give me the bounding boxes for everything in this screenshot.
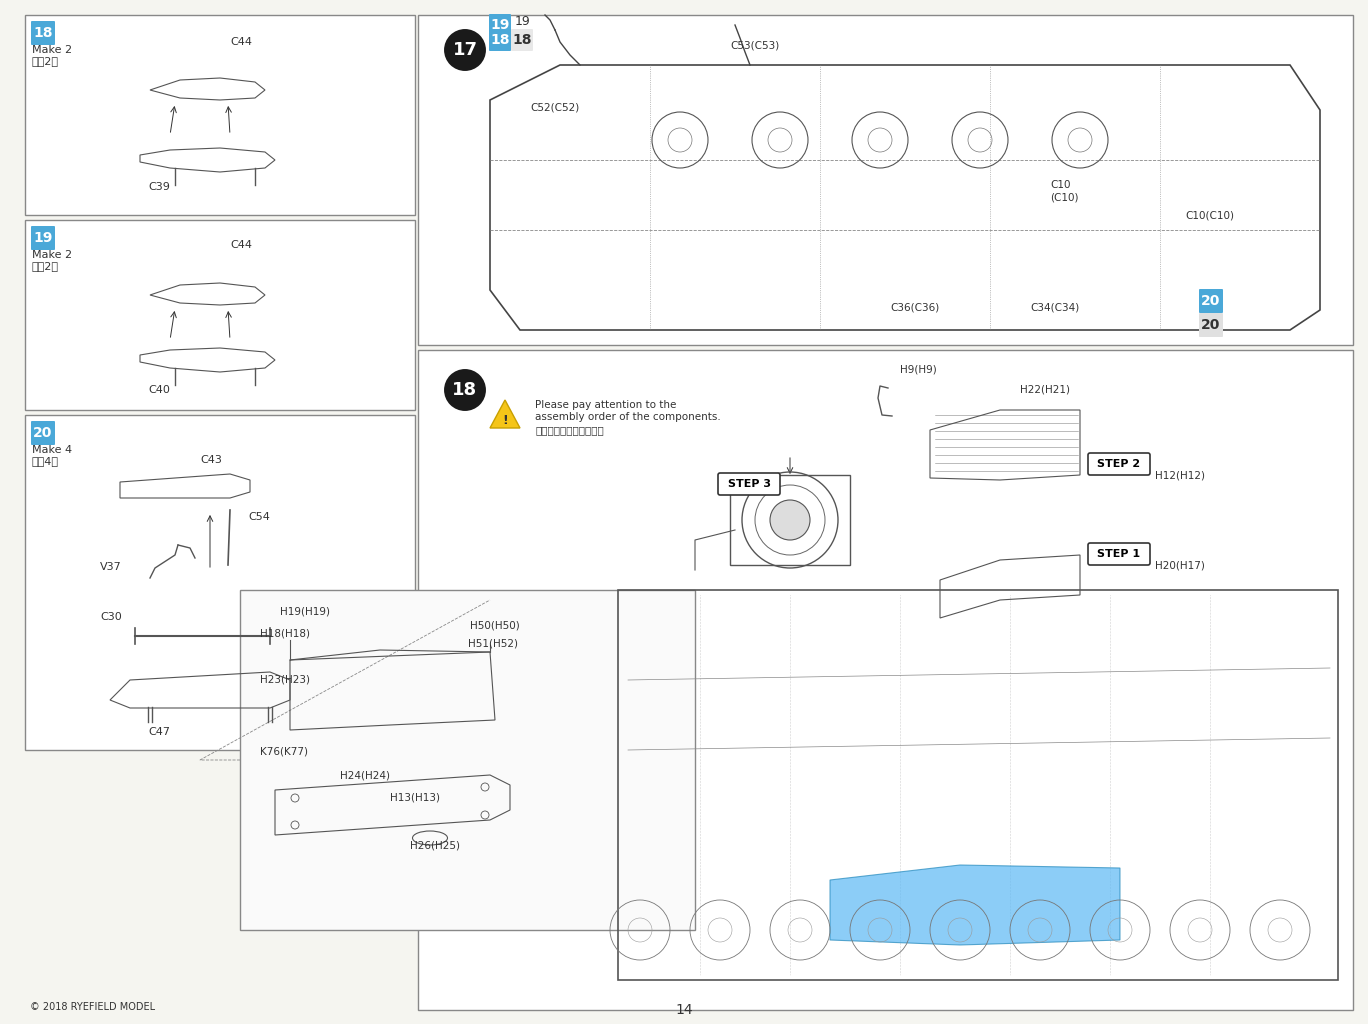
FancyBboxPatch shape xyxy=(1198,289,1223,313)
Text: C54: C54 xyxy=(248,512,269,522)
Bar xyxy=(419,15,1353,345)
Text: 20: 20 xyxy=(33,426,53,440)
Polygon shape xyxy=(490,400,520,428)
Text: STEP 2: STEP 2 xyxy=(1097,459,1141,469)
Text: 17: 17 xyxy=(453,41,477,59)
Text: 19: 19 xyxy=(33,231,53,245)
Text: C44: C44 xyxy=(230,37,252,47)
Circle shape xyxy=(770,500,810,540)
Text: H22(H21): H22(H21) xyxy=(1021,384,1070,394)
Text: C43: C43 xyxy=(200,455,222,465)
Text: C10(C10): C10(C10) xyxy=(1185,210,1234,220)
FancyBboxPatch shape xyxy=(512,29,534,51)
Text: 18: 18 xyxy=(33,26,53,40)
Text: V37: V37 xyxy=(100,562,122,572)
Text: 20: 20 xyxy=(1201,318,1220,332)
Text: H19(H19): H19(H19) xyxy=(280,607,330,617)
FancyBboxPatch shape xyxy=(1088,453,1150,475)
Circle shape xyxy=(443,28,487,72)
Text: 制作2组: 制作2组 xyxy=(31,56,59,66)
Bar xyxy=(25,415,415,750)
Text: 18: 18 xyxy=(512,33,532,47)
Text: H13(H13): H13(H13) xyxy=(390,792,440,802)
Text: C30: C30 xyxy=(100,612,122,622)
Text: 18: 18 xyxy=(453,381,477,399)
Text: !: ! xyxy=(502,414,508,427)
Text: C44: C44 xyxy=(230,240,252,250)
Bar xyxy=(419,350,1353,1010)
Text: C10
(C10): C10 (C10) xyxy=(1051,180,1078,202)
Text: C53(C53): C53(C53) xyxy=(731,40,780,50)
Text: 14: 14 xyxy=(676,1002,692,1017)
FancyBboxPatch shape xyxy=(31,226,55,250)
Text: H26(H25): H26(H25) xyxy=(410,840,460,850)
Bar xyxy=(618,590,1338,980)
Bar xyxy=(25,15,415,215)
Text: 请注意组件的装配顺序。: 请注意组件的装配顺序。 xyxy=(535,425,603,435)
Text: H18(H18): H18(H18) xyxy=(260,629,311,639)
FancyBboxPatch shape xyxy=(31,22,55,45)
Text: Make 4: Make 4 xyxy=(31,445,73,455)
Circle shape xyxy=(443,368,487,412)
FancyBboxPatch shape xyxy=(718,473,780,495)
Text: K76(K77): K76(K77) xyxy=(260,746,308,757)
Text: C40: C40 xyxy=(148,385,170,395)
Text: STEP 3: STEP 3 xyxy=(728,479,770,489)
Text: H51(H52): H51(H52) xyxy=(468,639,518,649)
Text: © 2018 RYEFIELD MODEL: © 2018 RYEFIELD MODEL xyxy=(30,1002,155,1012)
Text: Make 2: Make 2 xyxy=(31,45,73,55)
Text: C47: C47 xyxy=(148,727,170,737)
Bar xyxy=(25,220,415,410)
Text: H20(H17): H20(H17) xyxy=(1155,560,1205,570)
Text: C39: C39 xyxy=(148,182,170,193)
Text: assembly order of the components.: assembly order of the components. xyxy=(535,412,721,422)
Text: 19: 19 xyxy=(490,18,510,32)
FancyBboxPatch shape xyxy=(31,421,55,445)
Text: 20: 20 xyxy=(1201,294,1220,308)
Text: 制作2组: 制作2组 xyxy=(31,261,59,271)
Text: C36(C36): C36(C36) xyxy=(891,302,940,312)
Text: 19: 19 xyxy=(514,15,531,28)
Text: H50(H50): H50(H50) xyxy=(471,620,520,630)
Text: C52(C52): C52(C52) xyxy=(529,102,579,112)
Text: STEP 1: STEP 1 xyxy=(1097,549,1141,559)
Text: 18: 18 xyxy=(490,33,510,47)
Text: 制作4组: 制作4组 xyxy=(31,456,59,466)
Text: Please pay attention to the: Please pay attention to the xyxy=(535,400,676,410)
Text: H23(H23): H23(H23) xyxy=(260,675,311,685)
Polygon shape xyxy=(830,865,1120,945)
FancyBboxPatch shape xyxy=(488,29,512,51)
Bar xyxy=(239,590,695,930)
Bar xyxy=(731,475,850,565)
Text: H12(H12): H12(H12) xyxy=(1155,470,1205,480)
FancyBboxPatch shape xyxy=(1198,313,1223,337)
FancyBboxPatch shape xyxy=(488,14,512,36)
Text: Make 2: Make 2 xyxy=(31,250,73,260)
FancyBboxPatch shape xyxy=(1088,543,1150,565)
Text: H24(H24): H24(H24) xyxy=(341,770,390,780)
Text: C34(C34): C34(C34) xyxy=(1030,302,1079,312)
Text: H9(H9): H9(H9) xyxy=(900,365,937,375)
